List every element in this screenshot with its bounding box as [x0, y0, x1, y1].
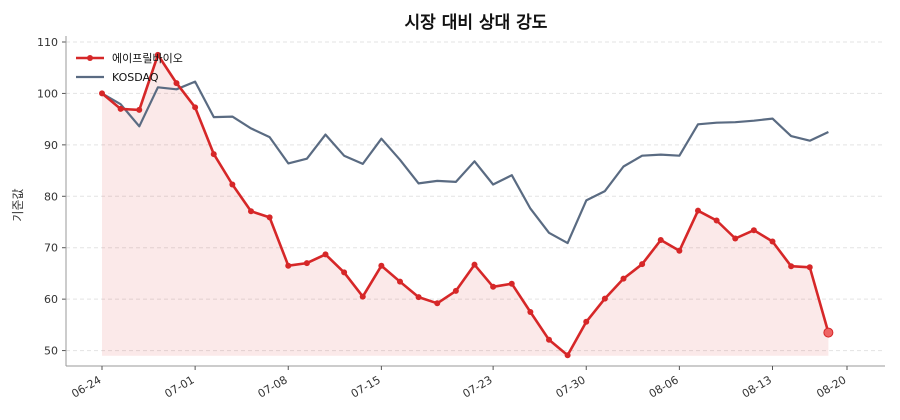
y-tick-label: 50: [44, 345, 58, 358]
data-point: [173, 80, 180, 87]
axes: [62, 36, 885, 370]
primary-area: [102, 54, 829, 356]
data-point: [341, 269, 348, 276]
x-tick-label: 07-23: [460, 373, 494, 400]
y-tick-label: 80: [44, 190, 58, 203]
data-point: [769, 238, 776, 245]
chart-title: 시장 대비 상대 강도: [405, 13, 548, 33]
series-line-kosdaq: [101, 80, 829, 245]
data-point: [471, 261, 478, 268]
data-point: [657, 237, 664, 243]
data-point: [583, 318, 590, 325]
series-points: [99, 51, 834, 359]
data-point: [564, 352, 571, 359]
data-point: [248, 208, 254, 215]
data-point: [695, 207, 701, 214]
data-point: [192, 104, 199, 111]
data-point: [639, 261, 646, 268]
data-point: [136, 106, 143, 113]
x-tick-label: 08-13: [740, 373, 774, 400]
data-point: [397, 278, 403, 285]
data-point: [99, 90, 105, 97]
data-point: [322, 251, 329, 258]
data-point: [210, 151, 217, 158]
legend-label: 에이프릴바이오: [112, 52, 183, 65]
area-fill: [102, 54, 829, 356]
x-tick-label: 07-30: [554, 373, 588, 400]
data-point: [154, 51, 161, 58]
data-point: [546, 336, 552, 343]
data-point: [788, 263, 795, 270]
data-point: [452, 287, 459, 294]
data-point: [415, 294, 422, 301]
data-point: [378, 262, 385, 269]
series-line-primary: [101, 53, 830, 357]
y-tick-label: 110: [37, 36, 58, 49]
data-point: [434, 300, 441, 307]
data-point: [620, 275, 627, 282]
x-tick-label: 08-06: [647, 373, 681, 400]
x-tick-label: 08-20: [814, 373, 848, 400]
legend: 에이프릴바이오 KOSDAQ: [76, 52, 183, 84]
data-point: [676, 247, 683, 254]
data-point: [806, 264, 813, 271]
x-tick-label: 07-01: [162, 373, 196, 400]
x-tick-label: 06-24: [69, 373, 103, 400]
y-tick-label: 60: [44, 293, 58, 306]
series-lines: [101, 53, 830, 357]
data-point: [823, 327, 834, 338]
data-point: [303, 260, 310, 267]
data-point: [229, 181, 236, 188]
data-point: [732, 235, 739, 242]
data-point: [266, 214, 273, 221]
data-point: [750, 227, 757, 234]
data-point: [117, 105, 124, 112]
legend-label: KOSDAQ: [112, 71, 159, 84]
legend-marker: [87, 55, 93, 61]
data-point: [527, 309, 534, 315]
data-point: [285, 262, 292, 269]
x-tick-label: 07-08: [256, 373, 290, 400]
y-tick-label: 70: [44, 242, 58, 255]
data-point: [508, 280, 515, 287]
y-tick-label: 90: [44, 139, 58, 152]
data-point: [601, 295, 608, 302]
data-point: [359, 293, 366, 300]
data-point: [490, 283, 497, 290]
x-tick-label: 07-15: [349, 373, 383, 400]
y-axis-label: 기준값: [11, 188, 25, 221]
data-point: [713, 217, 720, 224]
y-tick-label: 100: [37, 87, 58, 100]
